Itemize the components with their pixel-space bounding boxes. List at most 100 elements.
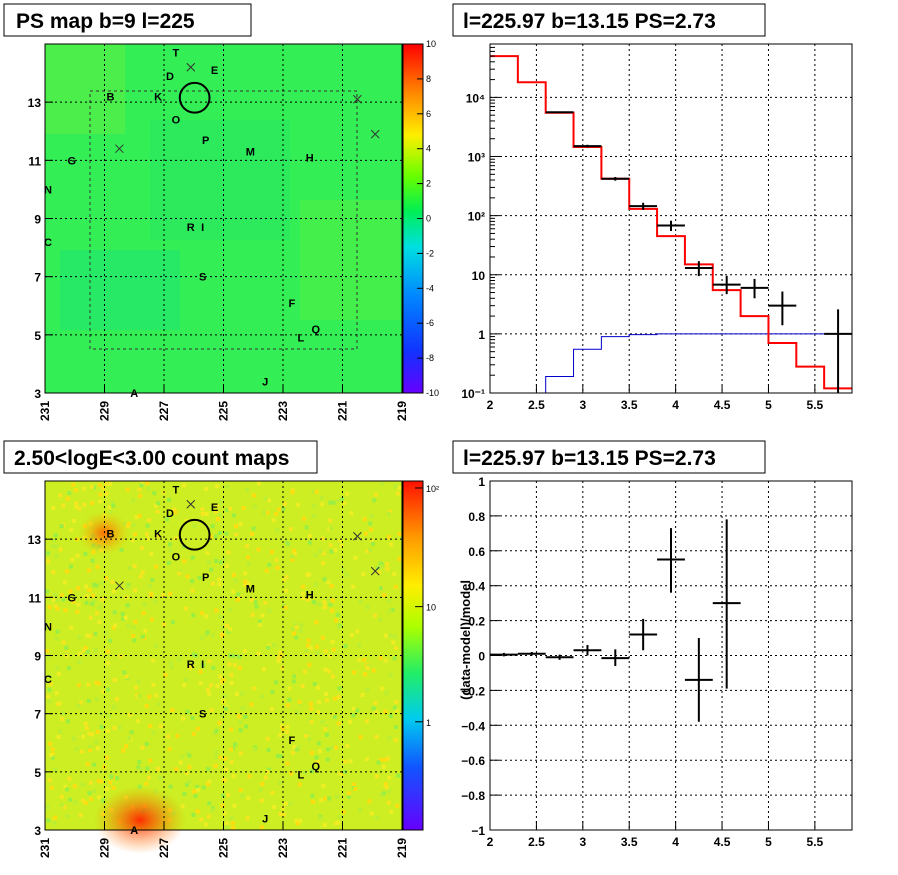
y-tick-label: 3: [34, 824, 41, 838]
count-pixel: [349, 511, 354, 516]
source-label-R: R: [187, 222, 195, 234]
count-pixel: [45, 805, 50, 810]
count-pixel: [184, 782, 189, 787]
y-tick-label: −0.8: [461, 789, 485, 803]
x-tick-label: 4: [672, 398, 679, 412]
count-pixel: [138, 493, 143, 498]
colorbar-tick-label: -8: [426, 353, 434, 363]
count-pixel: [61, 711, 66, 716]
x-tick-label: 223: [276, 838, 290, 858]
count-pixel: [204, 614, 209, 619]
count-pixel: [231, 572, 236, 577]
count-pixel: [112, 589, 117, 594]
count-pixel: [126, 624, 131, 629]
y-tick-label: 10⁻¹: [461, 387, 485, 401]
count-pixel: [117, 725, 122, 730]
count-pixel: [327, 796, 332, 801]
count-pixel: [231, 825, 236, 830]
count-pixel: [73, 800, 78, 805]
count-pixel: [210, 524, 215, 529]
count-pixel: [171, 507, 176, 512]
count-pixel: [161, 622, 166, 627]
y-tick-label: −1: [471, 824, 485, 838]
count-pixel: [296, 745, 301, 750]
count-pixel: [362, 657, 367, 662]
count-pixel: [338, 539, 343, 544]
source-cross: [115, 581, 124, 591]
count-pixel: [376, 570, 381, 575]
count-pixel: [292, 745, 297, 750]
count-pixel: [112, 678, 117, 683]
count-pixel: [147, 583, 152, 588]
count-pixel: [167, 542, 172, 547]
count-pixel: [264, 568, 269, 573]
count-pixel: [97, 795, 102, 800]
count-pixel: [136, 719, 141, 724]
count-pixel: [239, 691, 244, 696]
count-pixel: [143, 628, 148, 633]
count-pixel: [62, 580, 67, 585]
count-pixel: [322, 822, 327, 827]
count-pixel: [76, 660, 81, 665]
count-pixel: [382, 593, 387, 598]
source-cross: [353, 94, 362, 104]
count-pixel: [150, 577, 155, 582]
count-pixel: [335, 612, 340, 617]
x-tick-label: 221: [336, 401, 350, 421]
count-pixel: [46, 818, 51, 823]
count-pixel: [141, 611, 146, 616]
source-label-G: G: [67, 155, 76, 167]
count-pixel: [133, 619, 138, 624]
count-pixel: [290, 627, 295, 632]
x-tick-label: 219: [395, 838, 409, 858]
source-label-H: H: [306, 589, 314, 601]
count-pixel: [321, 561, 326, 566]
count-pixel: [226, 550, 231, 555]
count-pixel: [295, 747, 300, 752]
count-pixel: [307, 662, 312, 667]
count-pixel: [76, 506, 81, 511]
count-pixel: [382, 791, 387, 796]
count-pixel: [111, 704, 116, 709]
count-pixel: [182, 483, 187, 488]
count-pixel: [393, 738, 398, 743]
count-pixel: [121, 748, 126, 753]
source-label-O: O: [172, 552, 181, 564]
count-pixel: [61, 597, 66, 602]
count-pixel: [245, 555, 250, 560]
residual-y-ticks: 1 0.8 0.6 0.4 0.2 0 −0.2 −0.4 −0.6 −0.8 −1: [461, 475, 500, 838]
count-pixel: [60, 716, 65, 721]
count-pixel: [282, 577, 287, 582]
source-cross: [370, 129, 380, 139]
count-pixel: [330, 608, 335, 613]
count-pixel: [210, 808, 215, 813]
colorbar-tick-label: 8: [426, 74, 431, 84]
count-pixel: [85, 649, 90, 654]
count-pixel: [252, 504, 257, 509]
count-pixel: [238, 522, 243, 527]
count-pixel: [371, 668, 376, 673]
count-pixel: [228, 506, 233, 511]
count-pixel: [54, 691, 59, 696]
count-pixel: [112, 610, 117, 615]
count-pixel: [291, 679, 296, 684]
count-pixel: [235, 597, 240, 602]
count-pixel: [320, 502, 325, 507]
count-pixel: [84, 726, 89, 731]
count-pixel: [95, 729, 100, 734]
count-pixel: [397, 556, 402, 561]
count-pixel: [329, 584, 334, 589]
ps-map-patch: [60, 250, 180, 330]
count-pixel: [92, 582, 97, 587]
count-pixel: [144, 781, 149, 786]
source-label-T: T: [173, 48, 180, 60]
source-label-P: P: [202, 135, 209, 147]
source-label-C: C: [44, 237, 52, 249]
count-pixel: [295, 821, 300, 826]
count-pixel: [308, 645, 313, 650]
y-tick-label: 7: [34, 271, 41, 285]
count-pixel: [148, 758, 153, 763]
count-pixel: [338, 771, 343, 776]
count-pixel: [258, 787, 263, 792]
count-pixel: [373, 710, 378, 715]
